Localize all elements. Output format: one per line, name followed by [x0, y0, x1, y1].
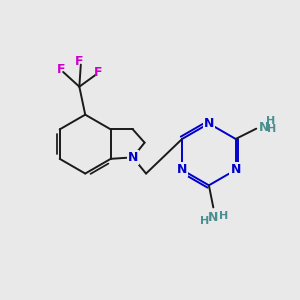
Text: N: N [128, 151, 138, 164]
Text: F: F [56, 63, 65, 76]
Text: H: H [200, 216, 210, 226]
Text: N: N [230, 164, 241, 176]
Text: H: H [267, 124, 276, 134]
Text: H: H [266, 116, 275, 126]
Text: N: N [204, 117, 214, 130]
Text: F: F [94, 66, 103, 79]
Text: N: N [177, 164, 187, 176]
Text: F: F [75, 55, 84, 68]
Text: H: H [219, 211, 228, 221]
Text: N: N [208, 211, 218, 224]
Text: N: N [259, 121, 270, 134]
